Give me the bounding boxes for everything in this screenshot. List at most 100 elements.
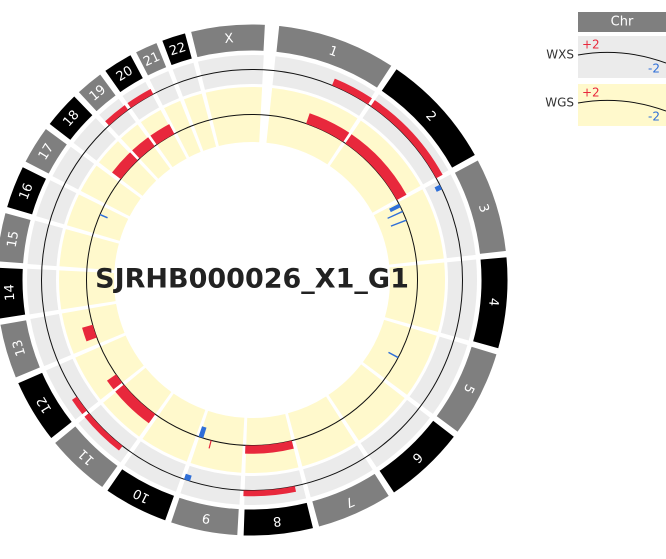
legend-tick-label: -2	[648, 110, 660, 124]
cnv-segment	[112, 152, 138, 180]
chromosome	[134, 41, 168, 77]
track-background	[362, 319, 437, 395]
track-background	[164, 100, 201, 158]
cnv-segment	[245, 440, 294, 454]
track-background	[205, 87, 263, 147]
chromosome	[48, 95, 94, 142]
chromosome-label: 8	[272, 513, 282, 529]
legend-tick-label: +2	[582, 38, 600, 52]
cnv-segment	[306, 113, 350, 142]
track-background	[58, 270, 116, 310]
chromosome-label: 14	[2, 284, 18, 301]
track-background	[409, 336, 468, 414]
cnv-segment	[71, 396, 87, 415]
cnv-segment	[127, 88, 154, 108]
cnv-segment	[198, 426, 207, 439]
chromosome	[435, 345, 498, 434]
legend-track	[578, 36, 666, 78]
legend-tick-label: +2	[582, 86, 600, 100]
chromosome	[471, 256, 509, 350]
chromosome-label: 13	[10, 338, 29, 358]
cnv-segment	[434, 184, 442, 192]
chromosome	[77, 73, 117, 113]
track-midline	[86, 114, 418, 446]
cnv-segment	[345, 134, 407, 201]
chromosome	[106, 467, 176, 522]
chromosome	[242, 501, 315, 537]
chromosome	[453, 159, 507, 255]
track-background	[328, 364, 405, 441]
cnv-segment	[389, 203, 401, 213]
chromosome	[24, 127, 69, 175]
legend-title: Chr	[611, 15, 634, 30]
track-background	[26, 268, 59, 315]
cnv-segment	[388, 351, 399, 359]
cnv-segment	[370, 100, 443, 179]
track-background	[303, 445, 373, 498]
chromosome-label: 17	[36, 141, 57, 163]
cnv-segment	[387, 210, 403, 219]
track-background	[183, 93, 217, 151]
cnv-segment	[332, 78, 372, 105]
chromosome	[0, 319, 42, 379]
track-background	[244, 470, 307, 505]
chromosome-label: 22	[168, 40, 188, 59]
track-background	[142, 393, 206, 462]
cnv-segment	[150, 124, 175, 145]
chromosome	[0, 211, 32, 265]
track-background	[440, 259, 477, 341]
track-background	[80, 165, 141, 217]
track-background	[75, 335, 144, 400]
chromosome-label: 21	[141, 49, 162, 70]
track-background	[425, 174, 476, 259]
chromosome-label: 9	[201, 510, 212, 526]
cnv-segment	[390, 219, 407, 227]
chromosome-label: 12	[34, 394, 55, 416]
legend-midline	[577, 99, 666, 112]
chromosome	[161, 32, 193, 67]
chromosome	[380, 67, 477, 169]
track-background	[287, 396, 356, 467]
chromosome	[378, 419, 456, 494]
chromosome-label: 16	[17, 181, 37, 202]
chart-title: SJRHB000026_X1_G1	[95, 264, 409, 295]
chromosome-label: X	[224, 31, 234, 47]
track-background	[384, 262, 446, 332]
legend-chr-box	[578, 12, 666, 32]
track-midline	[41, 69, 463, 491]
legend-track	[578, 84, 666, 126]
legend-midline	[577, 51, 666, 64]
chromosome-label: 10	[131, 485, 153, 506]
cnv-segment	[105, 105, 129, 126]
cnv-segment	[208, 440, 212, 449]
chromosome	[169, 496, 240, 537]
cnv-segment	[84, 413, 123, 451]
chromosome-label: 4	[485, 297, 501, 307]
track-background	[272, 56, 375, 116]
cnv-segment	[99, 213, 108, 219]
track-background	[197, 55, 264, 90]
cnv-segment	[183, 473, 192, 482]
chromosome	[311, 472, 391, 528]
chromosome	[103, 53, 145, 94]
cnv-segment	[243, 486, 297, 497]
cnv-segment	[106, 374, 123, 390]
track-background	[66, 194, 129, 241]
legend-entry: WXS	[546, 48, 574, 62]
chromosome-label: 20	[114, 63, 136, 84]
track-background	[180, 465, 242, 505]
track-background	[27, 220, 63, 267]
cnv-segment	[82, 324, 97, 342]
cnv-segment	[132, 137, 155, 159]
chromosome	[275, 24, 393, 89]
chromosome	[0, 266, 27, 320]
chromosome	[5, 165, 48, 216]
legend-entry: WGS	[545, 96, 574, 110]
legend-tick-label: -2	[648, 62, 660, 76]
chromosome	[16, 371, 74, 440]
track-background	[245, 413, 299, 474]
chromosome	[53, 425, 119, 489]
cnv-segment	[115, 384, 156, 424]
chromosome	[189, 23, 266, 59]
